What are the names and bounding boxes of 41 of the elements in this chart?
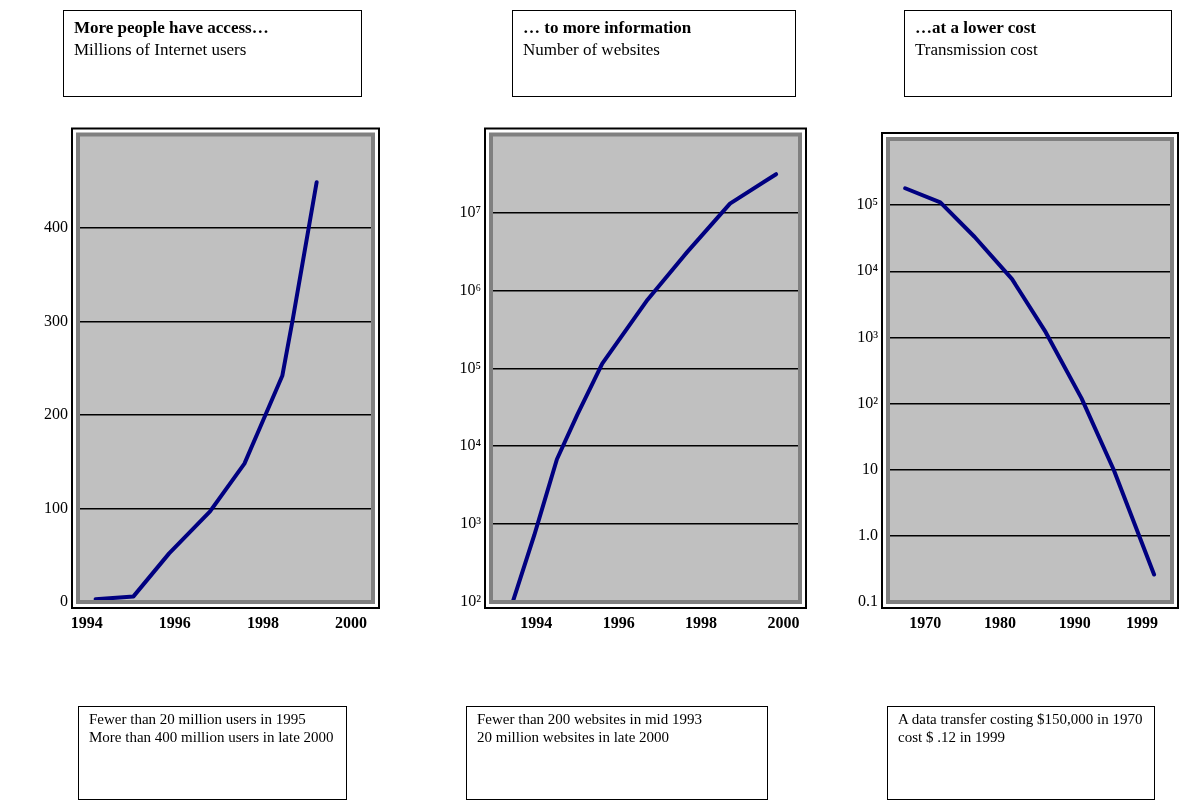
chart-title: … to more information <box>523 17 693 39</box>
x-tick-label: 1998 <box>685 613 718 631</box>
y-tick-label: 10⁴ <box>459 436 482 454</box>
chart-subtitle: Transmission cost <box>915 39 1039 61</box>
y-tick-label: 200 <box>44 405 68 423</box>
x-tick-label: 1990 <box>1058 613 1091 631</box>
y-tick-label: 100 <box>44 498 68 516</box>
y-tick-label: 10³ <box>460 514 482 532</box>
text: More than 400 million users in late 2000 <box>89 728 335 746</box>
y-tick-label: 10 <box>862 459 878 477</box>
y-tick-label: 0.1 <box>858 592 878 610</box>
x-tick-label: 1994 <box>70 613 103 631</box>
y-tick-label: 10⁵ <box>459 358 481 376</box>
x-tick-label: 1980 <box>984 613 1017 631</box>
chart-title: More people have access… <box>74 17 270 39</box>
text: Fewer than 20 million users in 1995 <box>89 710 307 728</box>
text: A data transfer costing $150,000 in 1970 cost $ .12 in 1999 <box>898 710 1144 746</box>
x-tick-label: 1998 <box>246 613 279 631</box>
y-tick-label: 1.0 <box>858 526 878 544</box>
y-tick-label: 400 <box>44 218 68 236</box>
y-tick-label: 10² <box>460 592 482 610</box>
x-tick-label: 1994 <box>520 613 553 631</box>
chart-title: …at a lower cost <box>915 17 1038 39</box>
y-tick-label: 0 <box>60 592 68 610</box>
x-tick-label: 1996 <box>158 613 191 631</box>
x-tick-label: 1996 <box>602 613 635 631</box>
y-tick-label: 10³ <box>857 327 879 345</box>
y-tick-label: 10² <box>857 393 879 411</box>
y-tick-label: 10⁴ <box>856 261 879 279</box>
y-tick-label: 10⁵ <box>856 195 878 213</box>
x-tick-label: 2000 <box>767 613 800 631</box>
chart-subtitle: Millions of Internet users <box>74 39 248 61</box>
y-tick-label: 10⁷ <box>459 202 481 220</box>
y-tick-label: 300 <box>44 311 68 329</box>
y-tick-label: 10⁶ <box>459 280 481 298</box>
x-tick-label: 1999 <box>1126 613 1159 631</box>
x-tick-label: 1970 <box>909 613 942 631</box>
text: 20 million websites in late 2000 <box>477 728 671 746</box>
text: Fewer than 200 websites in mid 1993 <box>477 710 703 728</box>
x-tick-label: 2000 <box>334 613 367 631</box>
chart-subtitle: Number of websites <box>523 39 661 61</box>
